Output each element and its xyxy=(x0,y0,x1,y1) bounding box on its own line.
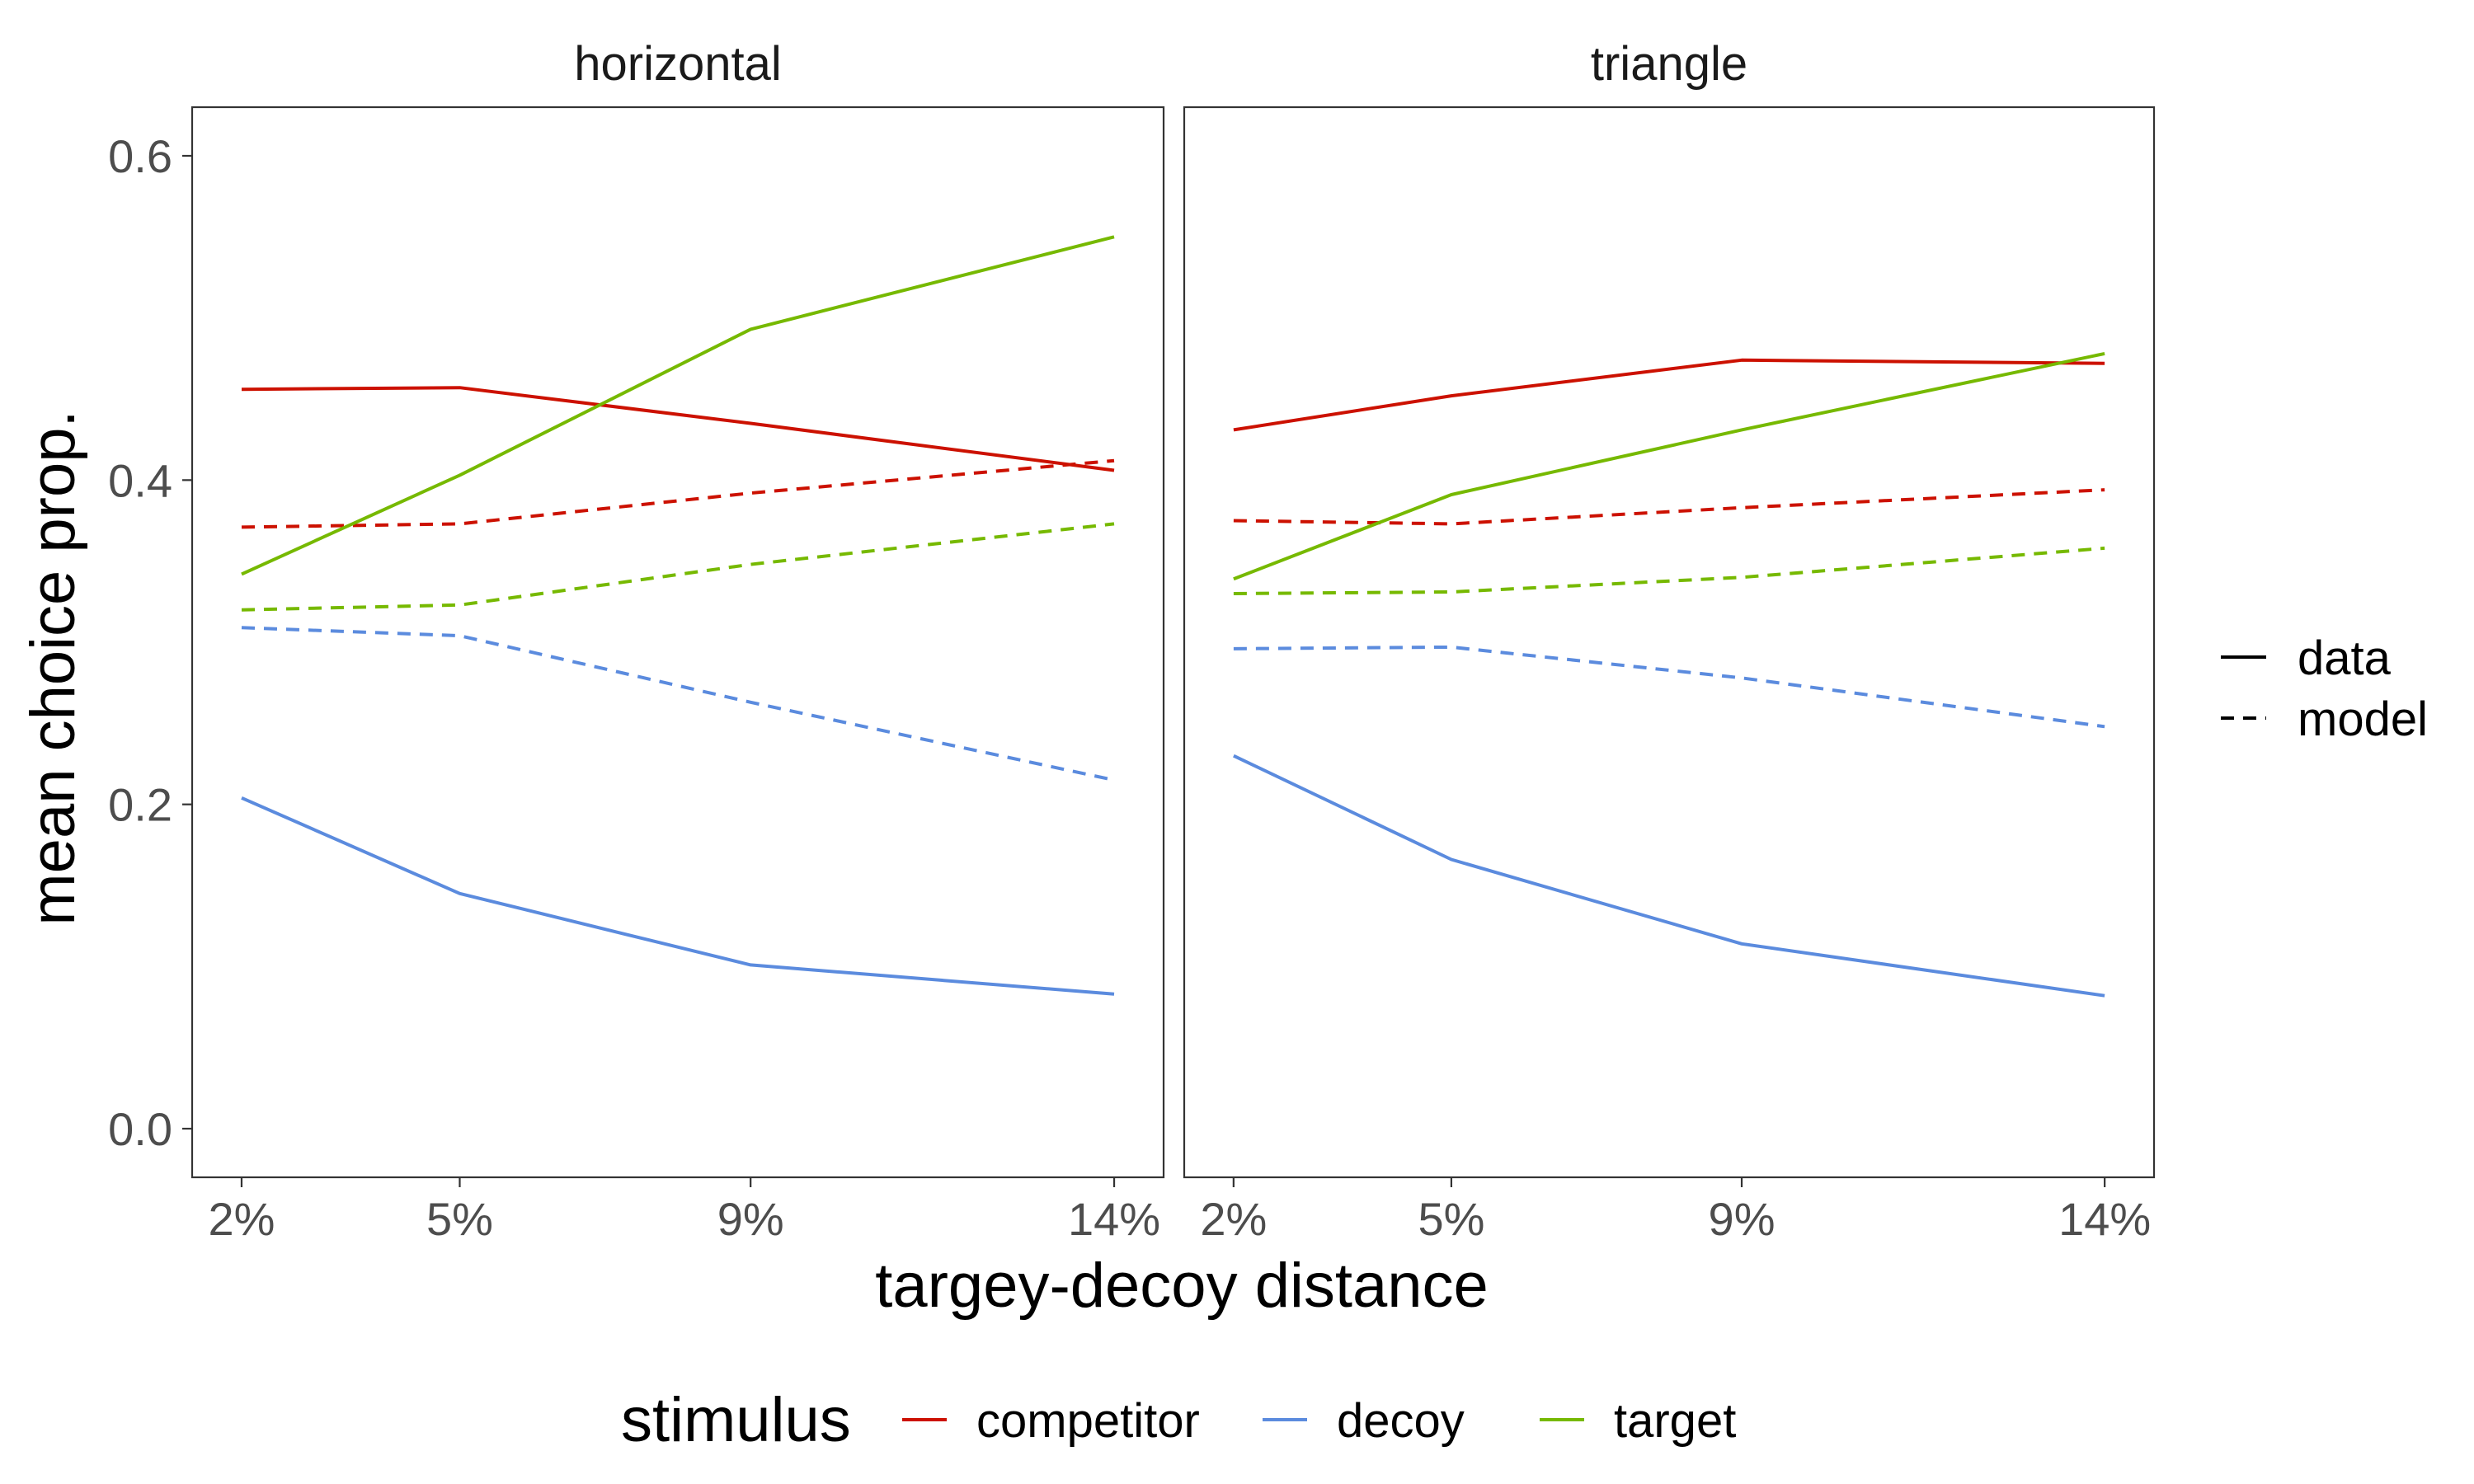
series-line-competitor-data xyxy=(1233,358,2105,432)
facet-title: triangle xyxy=(1591,37,1747,91)
x-tick-label: 9% xyxy=(717,1193,784,1245)
y-tick-label: 0.2 xyxy=(108,779,172,831)
x-tick-label: 5% xyxy=(1418,1193,1484,1245)
legend-title: stimulus xyxy=(621,1385,851,1455)
series-line-competitor-model xyxy=(1233,488,2105,526)
legend-label-target: target xyxy=(1614,1394,1736,1448)
series-line-decoy-data xyxy=(241,796,1115,996)
series-line-target-model xyxy=(1233,546,2105,595)
legend-label-competitor: competitor xyxy=(976,1394,1200,1448)
x-tick-label: 5% xyxy=(426,1193,493,1245)
legend-linetype: data model xyxy=(2221,632,2428,746)
panel-frame xyxy=(190,106,1165,1179)
legend-label-model: model xyxy=(2298,693,2428,746)
x-tick-label: 14% xyxy=(2058,1193,2151,1245)
facet-title: horizontal xyxy=(574,37,781,91)
panel-horizontal: horizontal 2% 5% 9% 14% 0.0 0.2 0.4 0.6 xyxy=(108,37,1165,1245)
series-line-target-data xyxy=(241,235,1115,576)
x-tick-label: 9% xyxy=(1709,1193,1776,1245)
y-tick-label: 0.6 xyxy=(108,130,172,182)
series-line-decoy-data xyxy=(1233,754,2105,998)
x-tick-label: 14% xyxy=(1068,1193,1160,1245)
x-axis-title: targey-decoy distance xyxy=(875,1251,1489,1321)
series-line-decoy-model xyxy=(241,626,1115,782)
y-tick-label: 0.4 xyxy=(108,454,172,506)
series-line-decoy-model xyxy=(1233,645,2105,729)
y-tick-label: 0.0 xyxy=(108,1103,172,1155)
x-tick-label: 2% xyxy=(208,1193,275,1245)
series-line-target-model xyxy=(241,522,1115,612)
legend-stimulus: stimulus competitor decoy target xyxy=(621,1385,1736,1455)
panel-triangle: triangle 2% 5% 9% 14% xyxy=(1183,37,2156,1245)
series-line-target-data xyxy=(1233,351,2105,581)
series-line-competitor-data xyxy=(241,386,1115,472)
panel-frame xyxy=(1183,106,2156,1179)
panels: horizontal 2% 5% 9% 14% 0.0 0.2 0.4 0.6 triangle 2… xyxy=(108,37,2156,1245)
legend-label-decoy: decoy xyxy=(1337,1394,1465,1448)
series-line-competitor-model xyxy=(241,458,1115,529)
legend-label-data: data xyxy=(2298,632,2392,685)
x-tick-label: 2% xyxy=(1200,1193,1267,1245)
y-axis-title: mean choice prop. xyxy=(18,410,88,925)
